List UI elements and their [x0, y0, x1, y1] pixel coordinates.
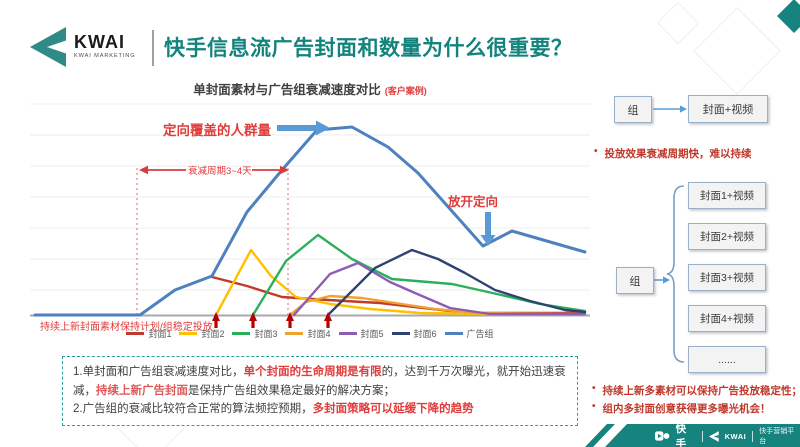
- legend-swatch: [444, 332, 463, 335]
- bullet-decay-fast: • 投放效果衰减周期快，难以持续: [594, 146, 752, 160]
- legend-swatch: [391, 332, 410, 335]
- annotation-keep-new: 持续上新封面素材保持计划/组稳定投放: [40, 322, 213, 333]
- notes-line-1: 1.单封面和广告组衰减速度对比，单个封面的生命周期是有限的，达到千万次曝光，就开…: [73, 366, 566, 397]
- legend-swatch: [232, 332, 251, 335]
- legend-item: 封面6: [391, 327, 437, 340]
- cover-video-box: 封面3+视频: [688, 264, 766, 291]
- legend-item: 封面5: [338, 327, 384, 340]
- header-divider: [152, 30, 154, 66]
- bullet-dot: •: [592, 401, 596, 412]
- annotation-audience: 定向覆盖的人群量: [163, 123, 271, 138]
- cover-video-box: 封面1+视频: [688, 182, 766, 209]
- legend-label: 封面1: [148, 329, 172, 339]
- footer-divider: [701, 430, 703, 442]
- footer-divider: [752, 430, 754, 442]
- legend-item: 封面2: [179, 327, 224, 340]
- kwai-brand: KWAI: [74, 32, 125, 52]
- multi-box-list: 封面1+视频 封面2+视频 封面3+视频 封面4+视频......: [688, 182, 766, 373]
- decay-chart: [30, 103, 590, 328]
- brace-icon: [666, 185, 685, 363]
- kuaishou-logo-icon: [655, 431, 670, 441]
- kwai-logo-icon: [28, 26, 68, 73]
- legend-item: 封面3: [232, 327, 277, 340]
- bullet-dot: •: [594, 146, 598, 157]
- kwai-brand-sub: KWAI MARKETING: [74, 53, 136, 59]
- corner-diamond-icon: [777, 0, 800, 33]
- notes-box: 1.单封面和广告组衰减速度对比，单个封面的生命周期是有限的，达到千万次曝光，就开…: [62, 356, 578, 426]
- legend-item: 封面4: [285, 327, 331, 340]
- bullet-keep-fresh: • 持续上新多素材可以保持广告投放稳定性；: [592, 383, 800, 397]
- bullet-dot: •: [592, 383, 596, 394]
- cover-video-box: 封面2+视频: [688, 223, 766, 250]
- group-box-single: 组: [614, 96, 652, 123]
- notes-line-2: 2.广告组的衰减比较符合正常的算法频控预期，多封面策略可以延缓下降的趋势: [73, 403, 474, 416]
- legend-swatch: [126, 332, 145, 335]
- annotation-open-targeting: 放开定向: [448, 195, 499, 209]
- footer-platform-label: 快手营销平台: [759, 428, 795, 445]
- legend-swatch: [338, 332, 357, 335]
- annotation-decay-period: 衰减周期3~4天: [188, 166, 252, 177]
- legend-label: 封面5: [360, 329, 384, 339]
- legend-swatch: [285, 332, 304, 335]
- cover-video-box: 封面+视频: [688, 95, 768, 123]
- legend-label: 封面4: [307, 329, 331, 339]
- footer-content: 快手 KWAI 快手营销平台: [655, 423, 800, 447]
- legend-label: 广告组: [466, 329, 494, 339]
- bullet-more-exposure: • 组内多封面创意获得更多曝光机会！: [592, 401, 771, 415]
- legend-item: 封面1: [126, 327, 171, 340]
- footer-kwai-label: KWAI: [724, 431, 747, 441]
- cover-video-box: ......: [688, 346, 766, 373]
- chart-subtitle-note: (客户案例): [384, 86, 427, 96]
- group-box-multi: 组: [616, 267, 654, 294]
- watermark-diamond-icon: [693, 7, 781, 95]
- legend-label: 封面6: [413, 329, 437, 339]
- legend-swatch: [179, 332, 198, 335]
- chart-subtitle-text: 单封面素材与广告组衰减速度对比: [193, 83, 381, 97]
- cover-video-box: 封面4+视频: [688, 305, 766, 332]
- kwai-chevron-icon: [708, 430, 719, 442]
- footer-kuaishou-label: 快手: [675, 423, 687, 447]
- arrow-right-icon: [654, 276, 670, 284]
- chart-subtitle: 单封面素材与广告组衰减速度对比 (客户案例): [30, 79, 590, 99]
- chart-legend: 封面1 封面2 封面3 封面4 封面5 封面6 广告组: [30, 327, 590, 340]
- legend-label: 封面3: [254, 329, 278, 339]
- arrow-right-icon: [653, 105, 687, 113]
- kwai-logo-text: KWAI KWAI MARKETING: [74, 33, 136, 60]
- page-title: 快手信息流广告封面和数量为什么很重要？: [164, 37, 573, 60]
- watermark-diamond-icon: [656, 1, 700, 45]
- legend-item: 广告组: [444, 327, 494, 340]
- legend-label: 封面2: [201, 329, 225, 339]
